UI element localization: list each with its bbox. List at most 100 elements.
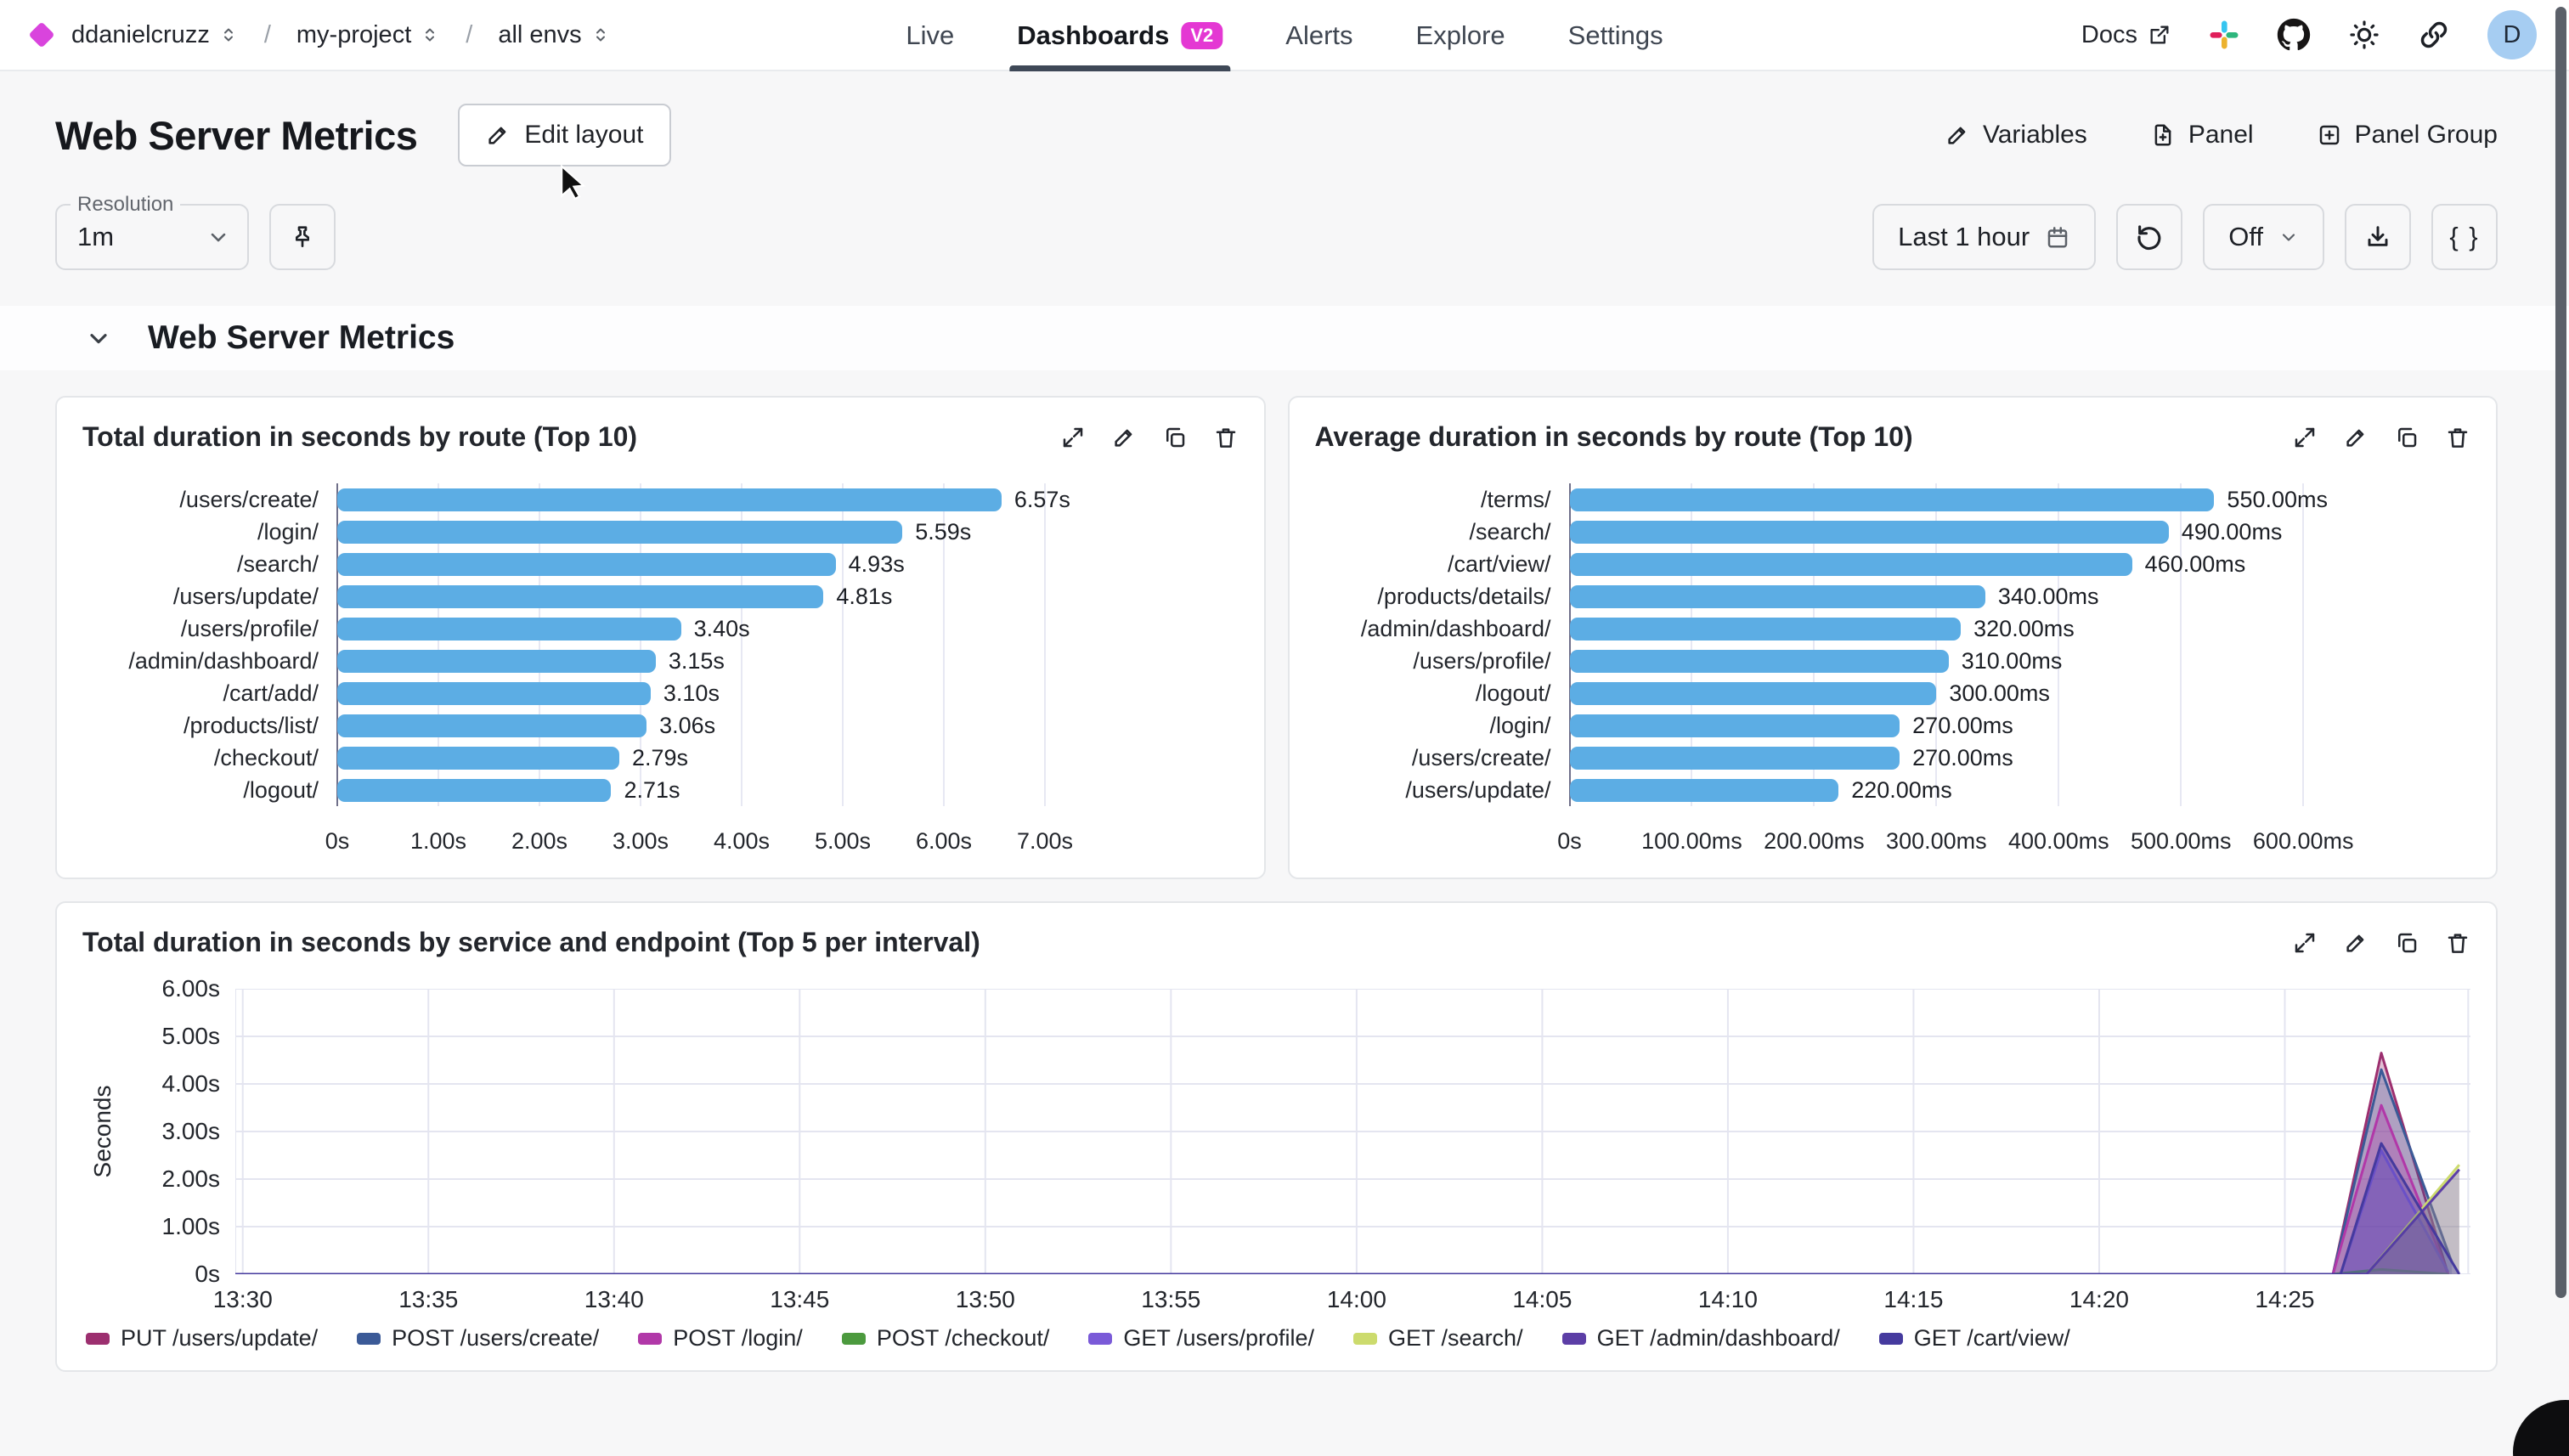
json-braces-button[interactable]: { }	[2431, 204, 2498, 270]
github-icon[interactable]	[2277, 18, 2311, 52]
expand-panel-icon[interactable]	[2292, 930, 2318, 956]
y-tick-label: 4.00s	[161, 1070, 221, 1097]
bar-chart-body: /terms/ /search/ /cart/view/ /products/deta…	[1315, 483, 2471, 806]
bar-category-label: /terms/	[1480, 486, 1551, 512]
download-button[interactable]	[2345, 204, 2411, 270]
edit-layout-button[interactable]: Edit layout	[458, 104, 671, 166]
edit-panel-icon[interactable]	[2343, 930, 2369, 956]
avatar[interactable]: D	[2487, 10, 2537, 59]
tab-live[interactable]: Live	[874, 0, 985, 71]
bar	[1569, 714, 1900, 737]
legend-item[interactable]: GET /admin/dashboard/	[1561, 1325, 1840, 1352]
duplicate-panel-icon[interactable]	[2394, 930, 2419, 956]
slack-icon[interactable]	[2209, 20, 2239, 50]
bar	[1569, 681, 1937, 705]
series-line	[235, 1165, 2459, 1274]
sort-chevrons-icon	[596, 28, 605, 42]
bar	[1569, 778, 1839, 802]
breadcrumb-org-label: ddanielcruzz	[71, 20, 210, 48]
panel-title: Total duration in seconds by route (Top …	[82, 421, 638, 452]
line-chart-plot	[235, 989, 2470, 1274]
bar-value-label: 320.00ms	[1973, 615, 2075, 641]
tab-explore[interactable]: Explore	[1385, 0, 1537, 71]
chat-widget-button[interactable]	[2513, 1400, 2569, 1456]
bar-x-axis: 0s 1.00s 2.00s 3.00s 4.00s 5.00s 6.00s 7.00s	[325, 806, 1096, 864]
bar-category-label: /cart/add/	[223, 680, 319, 706]
chevron-down-icon	[2282, 234, 2295, 241]
legend-label: POST /login/	[673, 1325, 803, 1351]
vertical-scrollbar[interactable]	[2555, 7, 2566, 1298]
expand-panel-icon[interactable]	[2292, 425, 2318, 450]
bar	[337, 584, 824, 608]
legend-item[interactable]: GET /search/	[1353, 1325, 1523, 1352]
panel-label: Panel	[2188, 121, 2254, 149]
expand-panel-icon[interactable]	[1060, 425, 1086, 450]
variables-button[interactable]: Variables	[1945, 121, 2087, 150]
tab-alerts[interactable]: Alerts	[1254, 0, 1384, 71]
legend-label: POST /users/create/	[392, 1325, 600, 1351]
y-tick-label: 5.00s	[161, 1023, 221, 1049]
add-panel-button[interactable]: Panel	[2150, 121, 2254, 150]
duplicate-panel-icon[interactable]	[2394, 425, 2419, 450]
tab-label: Dashboards	[1017, 20, 1170, 50]
pin-resolution-button[interactable]	[269, 204, 336, 270]
edit-panel-icon[interactable]	[1111, 425, 1137, 450]
bar-chart-average-duration: /terms/ /search/ /cart/view/ /products/deta…	[1315, 483, 2471, 864]
legend-item[interactable]: POST /login/	[638, 1325, 803, 1352]
auto-refresh-select[interactable]: Off	[2203, 204, 2324, 270]
brand-logo-icon[interactable]	[28, 21, 55, 48]
legend-item[interactable]: POST /checkout/	[841, 1325, 1049, 1352]
add-panel-group-button[interactable]: Panel Group	[2317, 121, 2498, 150]
pencil-icon	[1948, 127, 1966, 144]
duplicate-panel-icon[interactable]	[1162, 425, 1188, 450]
bar-value-label: 220.00ms	[1851, 776, 1952, 803]
bar-category-label: /admin/dashboard/	[1360, 615, 1551, 641]
docs-link[interactable]: Docs	[2081, 21, 2171, 49]
legend-item[interactable]: GET /users/profile/	[1088, 1325, 1314, 1352]
panel-duration-by-service-endpoint: Total duration in seconds by service and…	[55, 901, 2498, 1372]
breadcrumb-env[interactable]: all envs	[498, 21, 610, 49]
delete-panel-icon[interactable]	[2445, 425, 2470, 450]
delete-panel-icon[interactable]	[2445, 930, 2470, 956]
y-tick-label: 3.00s	[161, 1118, 221, 1144]
bar-value-label: 310.00ms	[1961, 647, 2063, 674]
resolution-select[interactable]: Resolution 1m	[55, 193, 249, 270]
legend-item[interactable]: PUT /users/update/	[86, 1325, 318, 1352]
bar-plot-area: 6.57s 5.59s 4.93s 4.81s 3.40s 3.15s 3.10s 3.06s…	[336, 483, 1096, 806]
bar-plot-area: 550.00ms 490.00ms 460.00ms 340.00ms 320.00ms…	[1568, 483, 2329, 806]
series-line	[235, 1143, 2459, 1274]
bar-row: 3.40s	[337, 612, 1096, 645]
gridline	[1813, 483, 1815, 806]
time-range-label: Last 1 hour	[1898, 222, 2030, 251]
legend-item[interactable]: GET /cart/view/	[1878, 1325, 2070, 1352]
x-tick-label: 13:45	[770, 1286, 830, 1312]
bar-value-label: 6.57s	[1013, 486, 1070, 512]
tab-settings[interactable]: Settings	[1537, 0, 1695, 71]
tab-dashboards[interactable]: Dashboards V2	[985, 0, 1254, 71]
breadcrumb-project[interactable]: my-project	[296, 21, 440, 49]
bar-value-label: 3.10s	[663, 680, 720, 706]
edit-layout-label: Edit layout	[524, 121, 644, 149]
nav-right-cluster: Docs D	[2081, 10, 2537, 59]
time-range-button[interactable]: Last 1 hour	[1872, 204, 2097, 270]
bar-value-label: 3.40s	[693, 615, 750, 641]
edit-panel-icon[interactable]	[2343, 425, 2369, 450]
bar-row: 220.00ms	[1569, 774, 2329, 806]
theme-toggle-sun-icon[interactable]	[2348, 19, 2380, 51]
delete-panel-icon[interactable]	[1213, 425, 1239, 450]
tab-label: Alerts	[1285, 20, 1353, 50]
x-tick-label: 14:00	[1326, 1286, 1386, 1312]
share-link-icon[interactable]	[2418, 19, 2450, 51]
gridline	[741, 483, 742, 806]
bar-category-label: /users/profile/	[1413, 647, 1551, 674]
refresh-button[interactable]	[2116, 204, 2183, 270]
x-tick-label: 0s	[1557, 828, 1582, 854]
legend-item[interactable]: POST /users/create/	[357, 1325, 599, 1352]
panel-actions	[2292, 425, 2470, 450]
breadcrumb-org[interactable]: ddanielcruzz	[71, 21, 239, 49]
x-tick-label: 7.00s	[1016, 828, 1074, 854]
bar-category-label: /users/create/	[179, 486, 319, 512]
bar-value-label: 3.06s	[659, 712, 716, 738]
collapse-chevron-icon[interactable]	[85, 324, 112, 352]
bar-row: 3.10s	[337, 677, 1096, 709]
